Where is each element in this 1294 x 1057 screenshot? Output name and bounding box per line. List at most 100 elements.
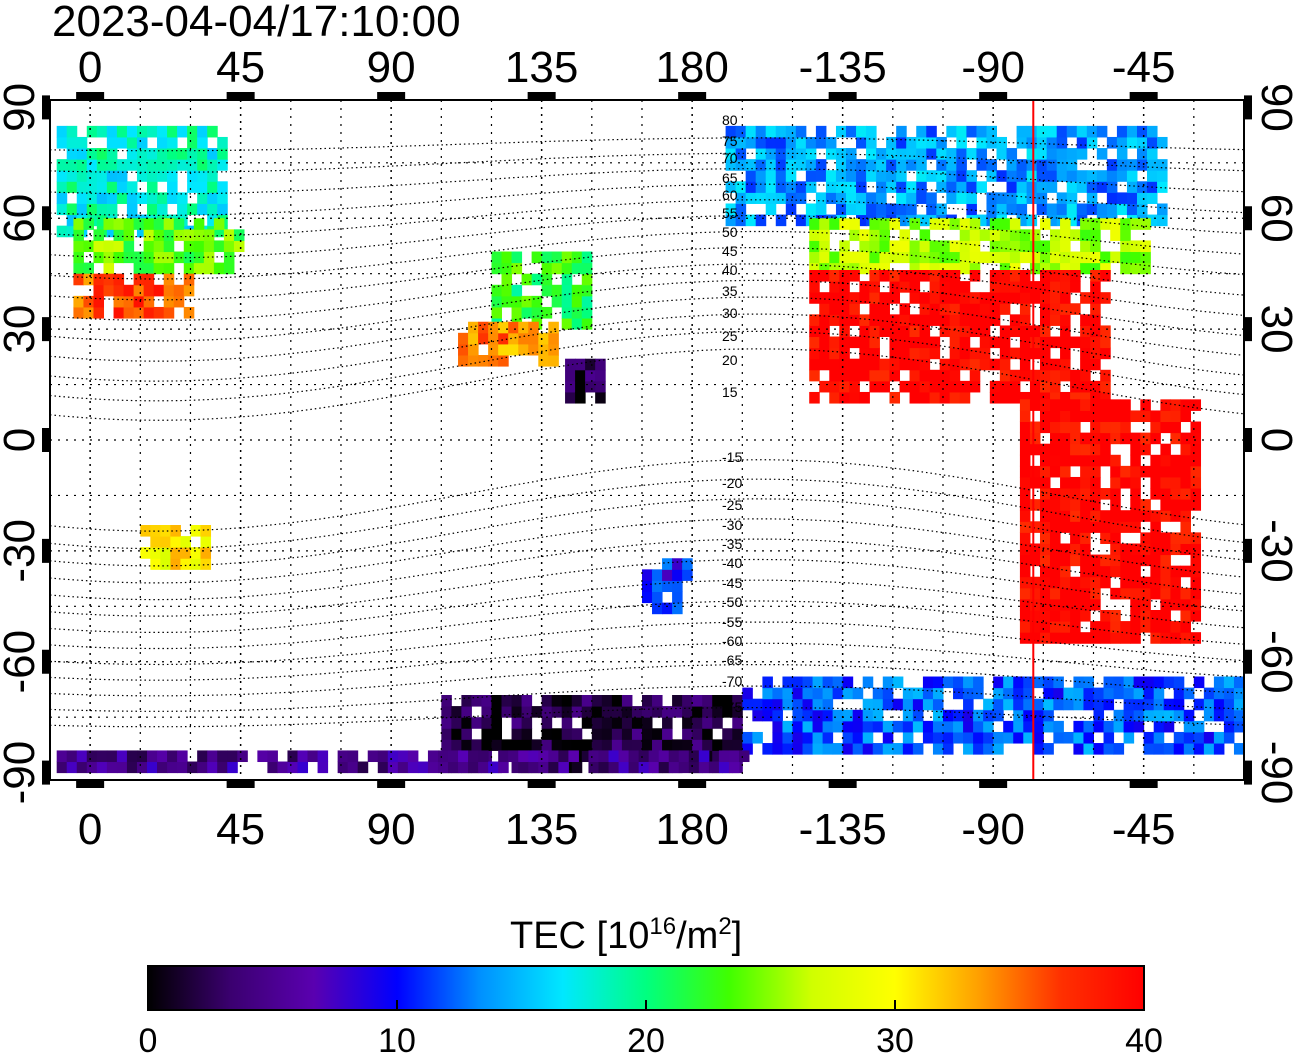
tec-cell [1180, 443, 1191, 456]
tec-cell [481, 706, 492, 718]
tec-cell [939, 391, 951, 404]
tec-cell [688, 761, 700, 774]
tec-cell [942, 709, 954, 722]
tec-cell [1039, 218, 1051, 230]
tec-cell [1100, 488, 1111, 500]
tec-cell [1073, 720, 1084, 733]
tec-cell [979, 325, 991, 338]
tec-cell [1053, 720, 1064, 733]
tec-cell [822, 709, 834, 722]
tec-cell [1100, 532, 1111, 544]
lat-label-left: -90 [0, 741, 44, 805]
tec-cell [859, 369, 870, 382]
tec-cell [1080, 510, 1091, 522]
tec-cell [1029, 465, 1041, 478]
tec-cell [1060, 465, 1071, 478]
tec-cell [528, 343, 539, 356]
tec-cell [541, 262, 553, 275]
tec-cell [1070, 432, 1081, 445]
tec-cell [896, 136, 907, 149]
tec-cell [1190, 543, 1202, 556]
tec-cell [755, 125, 767, 138]
tec-cell [662, 569, 673, 581]
tec-cell [832, 687, 844, 700]
tec-cell [1150, 510, 1161, 522]
tec-cell [809, 314, 820, 326]
tec-cell [742, 687, 753, 700]
tec-cell [173, 251, 185, 264]
tec-cell [1039, 292, 1051, 304]
tec-cell [832, 720, 844, 733]
tec-cell [1029, 598, 1041, 611]
tec-cell [1180, 532, 1191, 544]
tec-cell [969, 314, 981, 326]
tec-cell [986, 203, 998, 216]
tec-cell [953, 676, 964, 689]
tec-cell [1060, 358, 1071, 371]
tec-cell [956, 136, 967, 149]
tec-cell [652, 591, 663, 604]
tec-cell [809, 218, 820, 230]
tec-cell [1063, 687, 1074, 700]
tec-cell [1076, 203, 1088, 216]
tec-cell [929, 380, 941, 393]
tec-cell [56, 761, 68, 774]
tec-cell [1173, 731, 1185, 744]
tec-cell [581, 695, 593, 707]
tec-cell [170, 525, 181, 537]
tec-cell [1039, 380, 1051, 393]
tec-cell [1050, 391, 1061, 404]
tec-cell [942, 731, 954, 744]
tec-cell [1160, 443, 1171, 456]
tec-cell [1090, 314, 1101, 326]
tec-cell [1090, 229, 1101, 241]
tec-cell [953, 720, 964, 733]
tec-cell [1070, 380, 1081, 393]
tec-cell [548, 750, 559, 763]
tec-cell [66, 170, 78, 182]
tec-cell [912, 709, 924, 722]
tec-cell [551, 695, 563, 707]
tec-cell [571, 295, 583, 308]
tec-cell [1160, 499, 1171, 511]
tec-cell [1060, 292, 1071, 304]
tec-cell [872, 720, 884, 733]
lon-label-top: -45 [1112, 43, 1176, 92]
tec-cell [177, 192, 188, 204]
tec-cell [618, 761, 630, 774]
tec-cell [571, 728, 583, 740]
tec-cell [859, 314, 870, 326]
tec-cell [1150, 543, 1161, 556]
tec-cell [899, 251, 911, 264]
tec-cell [1033, 698, 1044, 711]
lat-label-right: 90 [1252, 83, 1294, 132]
contour-label-north: 55 [722, 205, 738, 221]
tec-cell [1009, 314, 1021, 326]
tec-cell [692, 739, 703, 751]
mag-lat-contour [50, 279, 1244, 342]
tec-cell [1046, 214, 1058, 227]
tec-cell [912, 698, 924, 711]
tec-cell [852, 709, 864, 722]
tec-cell [652, 728, 663, 740]
tec-cell [491, 695, 503, 707]
tec-cell [1019, 240, 1031, 253]
tec-cell [1013, 709, 1024, 722]
mag-lat-contour [50, 478, 1244, 550]
tec-cell [491, 717, 503, 729]
tec-cell [575, 369, 586, 382]
tec-cell [1150, 521, 1161, 533]
tec-cell [86, 125, 98, 138]
tec-cell [919, 314, 931, 326]
tec-cell [916, 192, 927, 204]
tec-cell [956, 159, 967, 171]
tec-cell [1090, 399, 1101, 411]
tec-cell [919, 240, 931, 253]
tec-cell [1070, 443, 1081, 456]
tec-cell [1060, 303, 1071, 315]
tec-cell [866, 192, 877, 204]
tec-cell [1050, 510, 1061, 522]
tec-cell [223, 229, 235, 241]
tec-cell [859, 229, 870, 241]
tec-cell [277, 761, 288, 774]
